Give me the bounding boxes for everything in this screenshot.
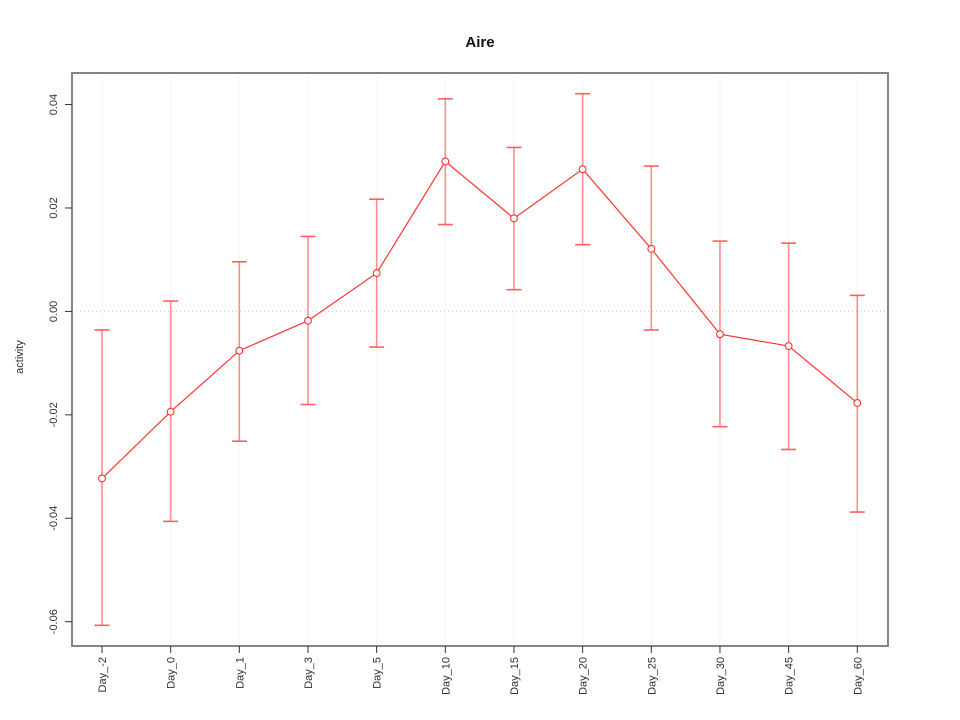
x-tick-label: Day_10 [440, 657, 452, 695]
data-point [372, 269, 381, 278]
data-point [784, 342, 793, 351]
y-tick-label: 0.02 [48, 197, 60, 218]
chart-title: Aire [465, 34, 495, 51]
x-tick-label: Day_5 [372, 657, 384, 689]
x-tick-label: Day_-2 [97, 657, 109, 692]
data-point [647, 244, 656, 253]
data-point [716, 330, 724, 339]
y-tick-label: 0.00 [48, 301, 60, 322]
x-tick-label: Day_20 [578, 657, 590, 695]
y-tick-label: -0.04 [48, 506, 60, 531]
x-tick-label: Day_30 [715, 657, 727, 695]
data-point [304, 316, 312, 325]
plot-frame [71, 72, 889, 647]
y-tick-label: -0.06 [48, 609, 60, 634]
data-point [441, 157, 450, 166]
x-tick-label: Day_25 [646, 657, 658, 695]
y-tick-label: 0.04 [48, 94, 60, 115]
data-point [578, 165, 587, 174]
data-point [853, 398, 862, 407]
x-tick-label: Day_60 [852, 657, 864, 695]
data-point [166, 407, 175, 416]
x-tick-label: Day_15 [509, 657, 521, 695]
x-tick-label: Day_1 [234, 657, 246, 689]
x-tick-label: Day_3 [303, 657, 315, 689]
x-tick-label: Day_45 [784, 657, 796, 695]
data-point [510, 214, 518, 223]
data-point [98, 474, 106, 483]
y-tick-label: -0.02 [48, 402, 60, 427]
x-tick-label: Day_0 [166, 657, 178, 689]
data-point [235, 346, 244, 355]
series-line [101, 160, 858, 479]
